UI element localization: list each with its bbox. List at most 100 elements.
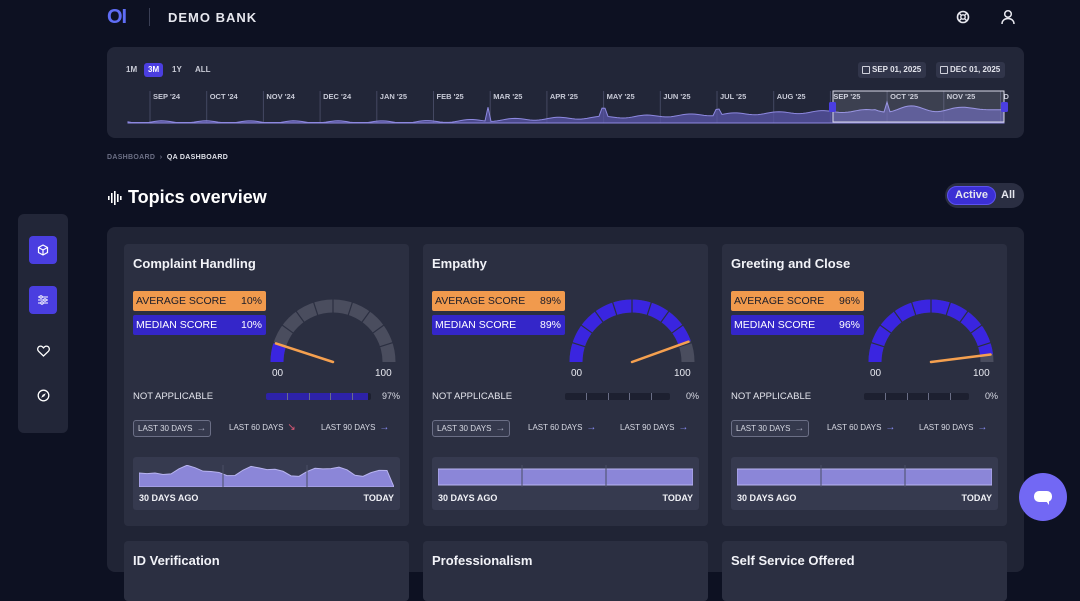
gauge-tick	[361, 310, 371, 323]
brand-name: DEMO BANK	[168, 10, 258, 25]
average-score-label: AVERAGE SCORE	[435, 295, 526, 307]
trend-sparkline[interactable]: 30 DAYS AGO TODAY	[731, 457, 998, 510]
topic-title: Greeting and Close	[731, 256, 851, 271]
range-all-button[interactable]: ALL	[195, 65, 211, 74]
not-applicable-label: NOT APPLICABLE	[133, 391, 214, 402]
period-label: LAST 30 DAYS	[138, 424, 193, 433]
average-score-badge: AVERAGE SCORE 96%	[731, 291, 864, 311]
topic-card[interactable]: Professionalism	[423, 541, 708, 601]
sidebar-item-favorites[interactable]	[29, 337, 57, 365]
bar-tick	[309, 393, 310, 400]
topic-card[interactable]: ID Verification	[124, 541, 409, 601]
month-label: MAR '25	[493, 92, 522, 101]
gauge-tick	[910, 301, 917, 316]
sparkline-chart	[438, 465, 693, 487]
month-label: OCT '24	[210, 92, 239, 101]
gauge-tick	[571, 341, 586, 348]
sparkline-area	[139, 465, 394, 487]
filter-all-option[interactable]: All	[1001, 189, 1016, 201]
month-label: JAN '25	[380, 92, 407, 101]
period-last30-button[interactable]: LAST 30 DAYS →	[432, 420, 511, 437]
sparkline-chart	[139, 465, 394, 487]
average-score-badge: AVERAGE SCORE 89%	[432, 291, 565, 311]
topic-card[interactable]: Greeting and Close AVERAGE SCORE 96% MEDIAN…	[722, 244, 1007, 526]
median-score-label: MEDIAN SCORE	[136, 319, 218, 331]
gauge-tick	[379, 341, 394, 348]
average-score-label: AVERAGE SCORE	[136, 295, 227, 307]
period-last90-button[interactable]: LAST 90 DAYS →	[616, 420, 692, 437]
waveform-icon	[108, 191, 122, 205]
brand-logo[interactable]: OI	[107, 6, 127, 28]
month-label: MAY '25	[607, 92, 635, 101]
period-last60-button[interactable]: LAST 60 DAYS →	[524, 420, 600, 437]
trend-down-icon: ↘	[287, 422, 296, 433]
median-score-badge: MEDIAN SCORE 89%	[432, 315, 565, 335]
gauge-min-label: 00	[870, 368, 882, 379]
gauge-tick	[959, 310, 969, 323]
range-1y-button[interactable]: 1Y	[172, 65, 182, 74]
gauge-needle	[630, 340, 690, 364]
range-3m-button[interactable]: 3M	[144, 63, 164, 77]
timeline-chart[interactable]: SEP '24 OCT '24 NOV '24 DEC '24 JAN '25 FEB '…	[107, 47, 1024, 138]
breadcrumb-separator: ›	[157, 154, 165, 161]
gauge-max-label: 100	[973, 368, 990, 379]
sidebar-item-explore[interactable]	[29, 381, 57, 409]
arrow-right-icon: →	[495, 423, 506, 434]
top-bar: OI DEMO BANK	[0, 0, 1080, 34]
end-date-picker[interactable]: DEC 01, 2025	[936, 62, 1006, 78]
topic-title: Empathy	[432, 256, 487, 271]
median-score-value: 89%	[539, 319, 561, 331]
breadcrumb: DASHBOARD › QA DASHBOARD	[107, 154, 228, 161]
topic-card[interactable]: Empathy AVERAGE SCORE 89% MEDIAN SCORE 89% 00…	[423, 244, 708, 526]
trend-start-label: 30 DAYS AGO	[139, 493, 199, 503]
median-score-label: MEDIAN SCORE	[734, 319, 816, 331]
topic-card[interactable]: Complaint Handling AVERAGE SCORE 10% MEDIAN…	[124, 244, 409, 526]
calendar-icon	[940, 66, 948, 74]
topic-card[interactable]: Self Service Offered	[722, 541, 1007, 601]
trend-end-label: TODAY	[961, 493, 992, 503]
sidebar-item-filters[interactable]	[29, 286, 57, 314]
bar-tick	[950, 393, 951, 400]
not-applicable-label: NOT APPLICABLE	[731, 391, 812, 402]
not-applicable-value: 0%	[984, 391, 998, 401]
selection-handle-right	[1001, 102, 1008, 112]
period-last30-button[interactable]: LAST 30 DAYS →	[731, 420, 810, 437]
breadcrumb-current: QA DASHBOARD	[166, 154, 229, 161]
heart-icon	[36, 345, 50, 357]
sliders-icon	[38, 295, 48, 305]
gauge-min-label: 00	[272, 368, 284, 379]
sparkline-chart	[737, 465, 992, 487]
gauge-max-label: 100	[674, 368, 691, 379]
trend-sparkline[interactable]: 30 DAYS AGO TODAY	[133, 457, 400, 510]
start-date-picker[interactable]: SEP 01, 2025	[858, 62, 927, 78]
period-last60-button[interactable]: LAST 60 DAYS ↘	[225, 420, 300, 437]
chat-button[interactable]	[1019, 473, 1067, 521]
bar-tick	[907, 393, 908, 400]
period-last30-button[interactable]: LAST 30 DAYS →	[133, 420, 212, 437]
gauge-tick	[678, 341, 693, 348]
period-last90-button[interactable]: LAST 90 DAYS →	[317, 420, 393, 437]
bar-tick	[330, 393, 331, 400]
average-score-badge: AVERAGE SCORE 10%	[133, 291, 266, 311]
range-1m-button[interactable]: 1M	[126, 65, 138, 74]
gauge-tick	[347, 301, 354, 316]
gauge-max-label: 100	[375, 368, 392, 379]
user-icon[interactable]	[999, 8, 1017, 26]
period-label: LAST 90 DAYS	[919, 423, 974, 432]
month-label: AUG '25	[777, 92, 806, 101]
start-date-value: SEP 01, 2025	[872, 65, 922, 74]
bar-tick	[629, 393, 630, 400]
average-score-label: AVERAGE SCORE	[734, 295, 825, 307]
period-last60-button[interactable]: LAST 60 DAYS →	[823, 420, 899, 437]
period-label: LAST 90 DAYS	[321, 423, 376, 432]
breadcrumb-parent[interactable]: DASHBOARD	[107, 154, 156, 161]
arrow-right-icon: →	[379, 422, 390, 433]
help-icon[interactable]	[954, 8, 972, 26]
average-score-value: 89%	[539, 295, 561, 307]
trend-sparkline[interactable]: 30 DAYS AGO TODAY	[432, 457, 699, 510]
trend-start-label: 30 DAYS AGO	[737, 493, 797, 503]
period-last90-button[interactable]: LAST 90 DAYS →	[915, 420, 991, 437]
filter-active-option[interactable]: Active	[947, 186, 997, 205]
sidebar-item-topics[interactable]	[29, 236, 57, 264]
average-score-value: 96%	[838, 295, 860, 307]
